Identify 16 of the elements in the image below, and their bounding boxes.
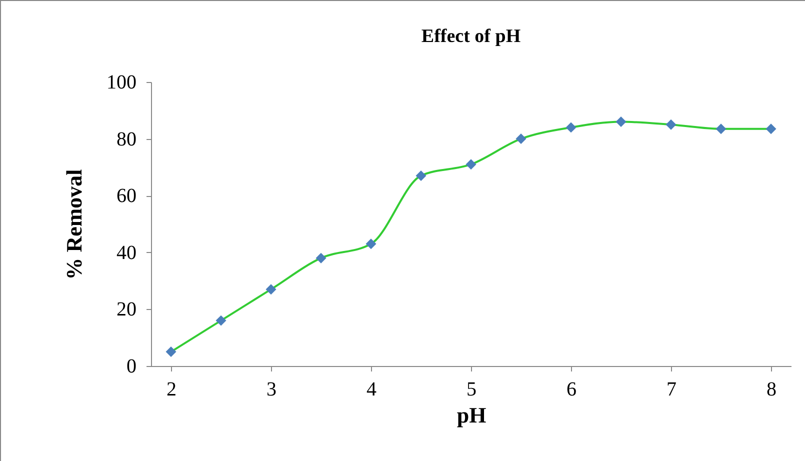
x-tick-label: 6: [566, 378, 576, 400]
x-tick-label: 5: [466, 378, 476, 400]
chart-title: Effect of pH: [421, 26, 521, 47]
x-tick-label: 4: [366, 378, 376, 400]
y-tick-label: 80: [116, 128, 136, 150]
x-tick-label: 8: [766, 378, 776, 400]
y-axis-title: % Removal: [62, 169, 86, 280]
x-tick-label: 2: [166, 378, 176, 400]
x-tick-label: 7: [666, 378, 676, 400]
x-axis-title: pH: [456, 402, 486, 428]
y-tick-label: 60: [116, 185, 136, 208]
y-tick-label: 0: [126, 356, 136, 378]
x-tick-label: 3: [266, 378, 276, 400]
y-tick-label: 40: [116, 242, 136, 264]
y-tick-label: 20: [116, 298, 136, 321]
y-tick-label: 100: [106, 72, 136, 94]
